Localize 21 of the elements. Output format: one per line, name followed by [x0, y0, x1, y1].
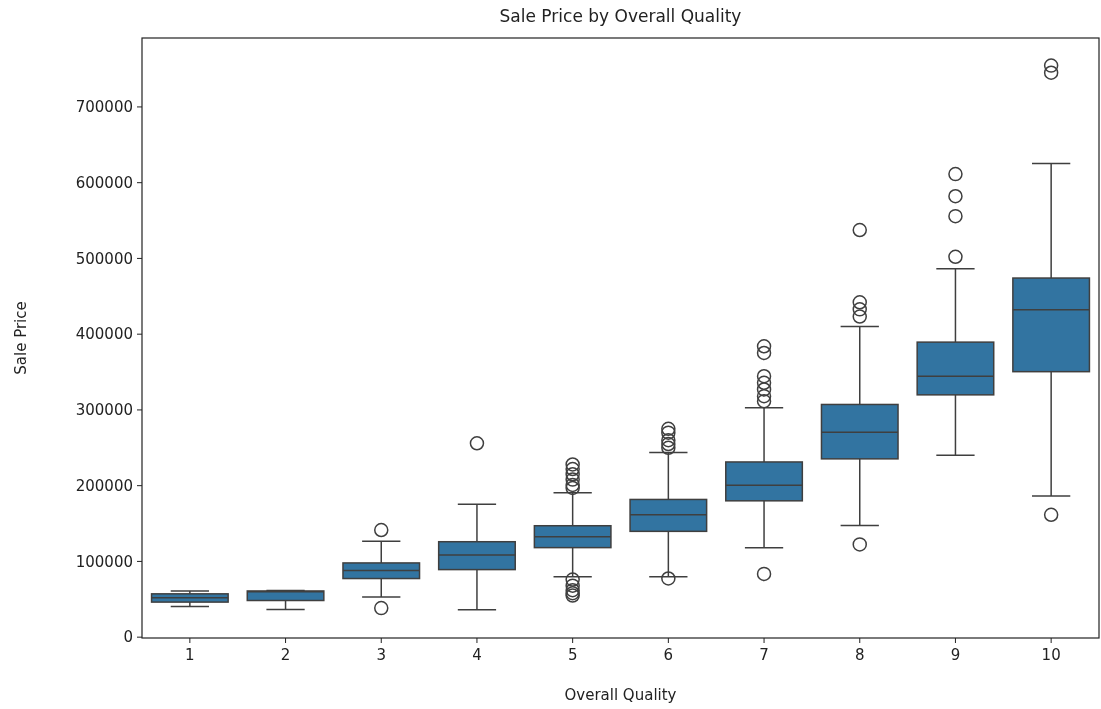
- x-tick-label: 3: [376, 646, 387, 664]
- y-axis-title: Sale Price: [12, 301, 30, 375]
- y-tick-label: 400000: [75, 325, 133, 344]
- x-tick-label: 5: [567, 646, 578, 664]
- x-tick-label: 7: [759, 646, 769, 664]
- x-tick-label: 2: [280, 646, 291, 664]
- x-tick-label: 9: [950, 646, 961, 664]
- y-tick-label: 300000: [75, 401, 133, 420]
- x-tick-label: 10: [1041, 646, 1061, 664]
- chart-title: Sale Price by Overall Quality: [499, 6, 742, 26]
- y-tick-label: 0: [123, 628, 133, 647]
- x-tick-label: 4: [472, 646, 482, 664]
- x-tick-label: 1: [185, 646, 195, 664]
- y-tick-label: 500000: [75, 249, 133, 268]
- y-tick-label: 200000: [75, 476, 133, 495]
- x-tick-label: 8: [854, 646, 865, 664]
- x-axis-title: Overall Quality: [564, 686, 677, 704]
- x-tick-label: 6: [663, 646, 674, 664]
- y-tick-label: 100000: [75, 552, 133, 571]
- y-tick-label: 700000: [75, 98, 133, 117]
- y-tick-label: 600000: [75, 173, 133, 192]
